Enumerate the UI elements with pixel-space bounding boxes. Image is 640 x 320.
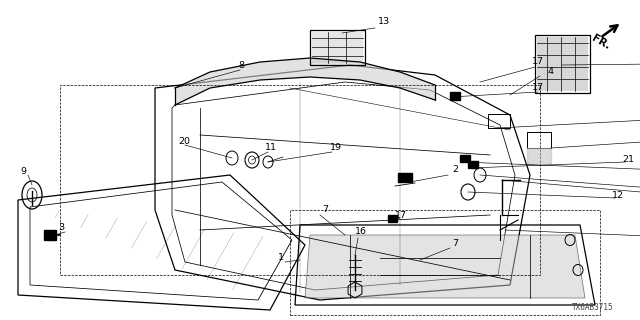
- Text: 2: 2: [452, 165, 458, 174]
- Text: 9: 9: [20, 167, 26, 177]
- Text: 17: 17: [395, 211, 407, 220]
- Text: FR.: FR.: [590, 33, 612, 51]
- Bar: [460, 155, 470, 162]
- Text: 7: 7: [322, 205, 328, 214]
- Bar: [388, 215, 397, 222]
- Bar: [450, 92, 460, 100]
- Polygon shape: [527, 148, 551, 164]
- Text: 8: 8: [238, 60, 244, 69]
- Text: TX6AB3715: TX6AB3715: [572, 303, 614, 313]
- Polygon shape: [305, 235, 585, 298]
- Text: 13: 13: [378, 18, 390, 27]
- Bar: [468, 161, 478, 168]
- Bar: [290, 210, 600, 315]
- Text: 17: 17: [532, 84, 544, 92]
- Text: 12: 12: [612, 190, 624, 199]
- Text: 1: 1: [278, 253, 284, 262]
- Bar: [527, 132, 551, 148]
- Text: 20: 20: [178, 138, 190, 147]
- Bar: [537, 37, 588, 91]
- Bar: [44, 230, 56, 240]
- Text: 3: 3: [58, 223, 64, 233]
- Bar: [310, 30, 365, 65]
- Text: 21: 21: [622, 156, 634, 164]
- Bar: [398, 173, 412, 182]
- Bar: [312, 32, 363, 63]
- Text: 4: 4: [548, 68, 554, 76]
- Bar: [488, 114, 510, 128]
- Polygon shape: [175, 58, 435, 105]
- Bar: [535, 35, 590, 93]
- Text: 11: 11: [265, 143, 277, 153]
- Text: 16: 16: [355, 228, 367, 236]
- Text: 7: 7: [452, 239, 458, 249]
- Text: 19: 19: [330, 143, 342, 153]
- Bar: [60, 85, 540, 275]
- Text: 17: 17: [532, 58, 544, 67]
